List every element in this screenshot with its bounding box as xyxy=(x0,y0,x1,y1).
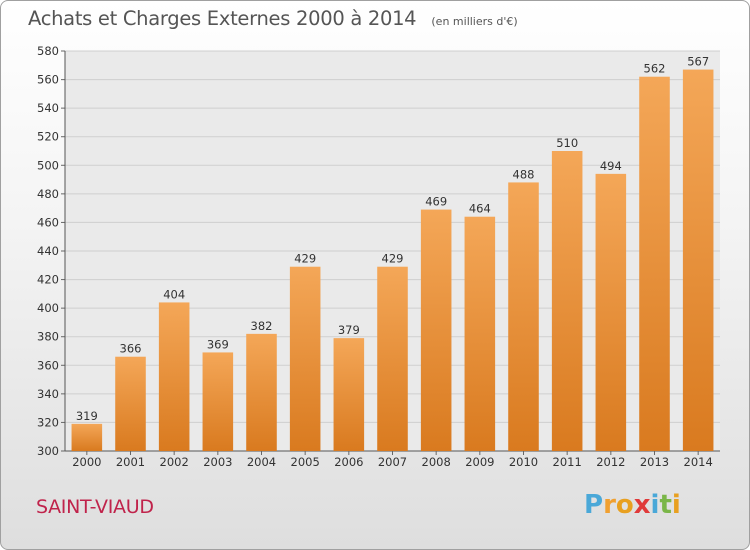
y-tick-label: 400 xyxy=(37,301,59,315)
proxiti-logo: Proxiti xyxy=(584,490,681,520)
y-tick-label: 460 xyxy=(37,215,59,229)
x-tick-label-2001: 2001 xyxy=(116,455,145,469)
data-label-2005: 429 xyxy=(294,252,316,266)
logo-letter: o xyxy=(615,490,634,520)
y-tick-label: 380 xyxy=(37,330,59,344)
data-label-2014: 567 xyxy=(687,55,709,69)
data-label-2009: 464 xyxy=(469,202,491,216)
y-tick-label: 520 xyxy=(37,130,59,144)
chart-title: Achats et Charges Externes 2000 à 2014 xyxy=(28,7,417,30)
x-tick-label-2012: 2012 xyxy=(596,455,625,469)
bar-2001 xyxy=(115,356,146,451)
data-label-2006: 379 xyxy=(338,323,360,337)
y-tick-label: 500 xyxy=(37,158,59,172)
bar-2012 xyxy=(595,173,627,451)
logo-letter: P xyxy=(584,490,604,520)
y-tick-label: 300 xyxy=(37,444,59,458)
bar-2003 xyxy=(202,352,234,451)
title-row: Achats et Charges Externes 2000 à 2014 (… xyxy=(28,7,518,30)
logo-letter: t xyxy=(659,490,672,520)
x-tick-label-2011: 2011 xyxy=(553,455,582,469)
data-label-2000: 319 xyxy=(76,409,98,423)
bar-2011 xyxy=(551,151,583,451)
x-tick-label-2010: 2010 xyxy=(509,455,538,469)
x-tick-label-2006: 2006 xyxy=(334,455,363,469)
data-label-2001: 366 xyxy=(120,342,142,356)
y-tick-label: 440 xyxy=(37,244,59,258)
y-tick-label: 360 xyxy=(37,358,59,372)
logo-letter: i xyxy=(650,490,660,520)
bar-2013 xyxy=(639,76,670,451)
logo-letter: i xyxy=(671,490,681,520)
y-tick-label: 420 xyxy=(37,273,59,287)
bar-2000 xyxy=(71,423,103,451)
x-tick-label-2000: 2000 xyxy=(72,455,101,469)
x-tick-label-2009: 2009 xyxy=(465,455,494,469)
x-tick-label-2013: 2013 xyxy=(640,455,669,469)
x-tick-label-2008: 2008 xyxy=(422,455,451,469)
y-tick-label: 580 xyxy=(37,44,59,58)
bar-2002 xyxy=(158,302,190,451)
y-tick-label: 320 xyxy=(37,415,59,429)
x-tick-label-2007: 2007 xyxy=(378,455,407,469)
bar-2010 xyxy=(508,182,539,451)
data-label-2003: 369 xyxy=(207,337,229,351)
bar-2004 xyxy=(246,333,277,451)
chart-unit: (en milliers d'€) xyxy=(431,15,518,28)
data-label-2013: 562 xyxy=(644,62,666,76)
data-label-2008: 469 xyxy=(425,195,447,209)
data-label-2011: 510 xyxy=(556,136,578,150)
data-label-2004: 382 xyxy=(251,319,273,333)
y-tick-label: 340 xyxy=(37,387,59,401)
x-tick-label-2005: 2005 xyxy=(291,455,320,469)
y-tick-label: 480 xyxy=(37,187,59,201)
x-tick-label-2002: 2002 xyxy=(160,455,189,469)
x-tick-label-2004: 2004 xyxy=(247,455,276,469)
x-tick-label-2014: 2014 xyxy=(684,455,713,469)
bar-2006 xyxy=(333,338,365,451)
data-label-2010: 488 xyxy=(513,167,535,181)
data-label-2002: 404 xyxy=(163,287,185,301)
y-tick-label: 560 xyxy=(37,73,59,87)
x-tick-label-2003: 2003 xyxy=(203,455,232,469)
bar-2014 xyxy=(682,69,714,452)
logo-letter: r xyxy=(603,490,616,520)
data-label-2007: 429 xyxy=(382,252,404,266)
logo-letter: x xyxy=(633,490,651,520)
y-tick-label: 540 xyxy=(37,101,59,115)
commune-name: SAINT-VIAUD xyxy=(36,496,154,518)
bar-2009 xyxy=(464,216,496,451)
data-label-2012: 494 xyxy=(600,159,622,173)
bar-2007 xyxy=(377,266,408,451)
bar-2005 xyxy=(289,266,321,451)
bar-2008 xyxy=(420,209,452,451)
